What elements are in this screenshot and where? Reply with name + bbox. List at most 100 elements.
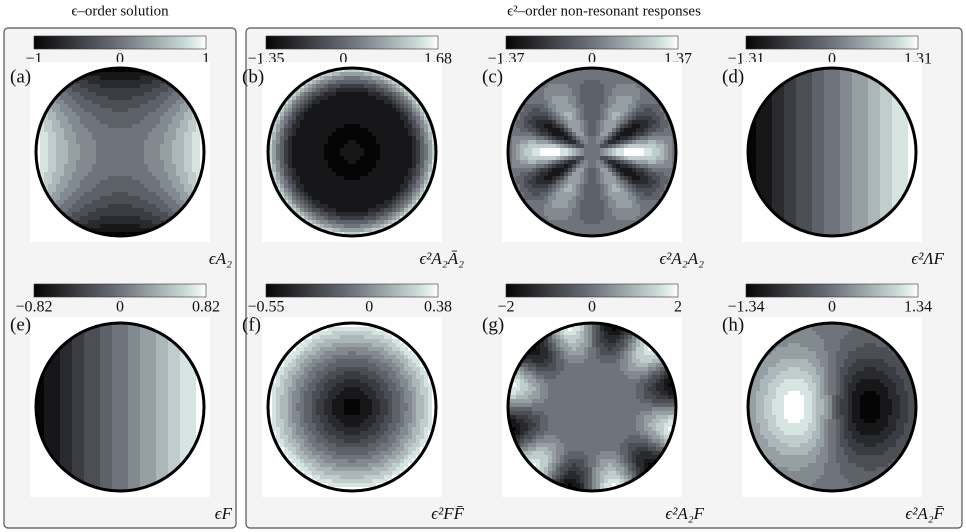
contour-cell bbox=[760, 188, 765, 193]
contour-cell bbox=[576, 116, 581, 121]
contour-cell bbox=[656, 116, 661, 121]
contour-cell bbox=[608, 172, 613, 177]
contour-cell bbox=[88, 140, 93, 145]
contour-cell bbox=[160, 168, 165, 173]
contour-cell bbox=[672, 148, 676, 153]
contour-cell bbox=[176, 196, 181, 201]
contour-cell bbox=[564, 80, 569, 85]
contour-cell bbox=[64, 128, 69, 133]
contour-cell bbox=[368, 128, 373, 133]
contour-cell bbox=[652, 104, 657, 109]
contour-cell bbox=[124, 80, 129, 85]
contour-cell bbox=[408, 208, 413, 213]
contour-cell bbox=[188, 124, 193, 129]
contour-cell bbox=[372, 156, 377, 161]
contour-cell bbox=[392, 120, 397, 125]
contour-cell bbox=[800, 156, 805, 161]
contour-cell bbox=[620, 144, 625, 149]
contour-cell bbox=[624, 156, 629, 161]
contour-cell bbox=[600, 216, 605, 221]
contour-cell bbox=[540, 204, 545, 209]
contour-cell bbox=[408, 176, 413, 181]
contour-cell bbox=[340, 188, 345, 193]
contour-cell bbox=[128, 228, 133, 233]
contour-cell bbox=[292, 104, 297, 109]
contour-cell bbox=[100, 164, 105, 169]
contour-cell bbox=[148, 220, 153, 225]
contour-cell bbox=[348, 84, 353, 89]
contour-cell bbox=[776, 192, 781, 197]
contour-cell bbox=[312, 88, 317, 93]
contour-cell bbox=[280, 160, 285, 165]
contour-cell bbox=[332, 192, 337, 197]
contour-cell bbox=[572, 200, 577, 205]
contour-cell bbox=[152, 204, 157, 209]
contour-cell bbox=[356, 180, 361, 185]
contour-cell bbox=[168, 144, 173, 149]
contour-cell bbox=[128, 152, 133, 157]
contour-cell bbox=[800, 176, 805, 181]
contour-cell bbox=[176, 168, 181, 173]
contour-cell bbox=[172, 196, 177, 201]
contour-cell bbox=[636, 172, 641, 177]
contour-cell bbox=[348, 212, 353, 217]
contour-cell bbox=[760, 168, 765, 173]
contour-cell bbox=[616, 128, 621, 133]
contour-cell bbox=[820, 80, 825, 85]
contour-cell bbox=[164, 188, 169, 193]
contour-cell bbox=[380, 172, 385, 177]
contour-cell bbox=[168, 92, 173, 97]
contour-cell bbox=[364, 96, 369, 101]
contour-cell bbox=[280, 144, 285, 149]
contour-cell bbox=[140, 72, 145, 77]
contour-cell bbox=[288, 156, 293, 161]
contour-cell bbox=[632, 84, 637, 89]
contour-cell bbox=[564, 160, 569, 165]
contour-cell bbox=[144, 228, 149, 233]
contour-cell bbox=[60, 192, 65, 197]
contour-cell bbox=[612, 80, 617, 85]
contour-cell bbox=[624, 116, 629, 121]
contour-cell bbox=[420, 144, 425, 149]
contour-cell bbox=[176, 96, 181, 101]
contour-cell bbox=[636, 168, 641, 173]
contour-cell bbox=[604, 216, 609, 221]
contour-cell bbox=[76, 136, 81, 141]
contour-cell bbox=[796, 188, 801, 193]
contour-cell bbox=[96, 88, 101, 93]
contour-cell bbox=[116, 152, 121, 157]
contour-cell bbox=[628, 152, 633, 157]
contour-cell bbox=[572, 88, 577, 93]
contour-cell bbox=[104, 168, 109, 173]
contour-cell bbox=[396, 104, 401, 109]
contour-cell bbox=[324, 72, 329, 77]
contour-cell bbox=[88, 136, 93, 141]
contour-cell bbox=[400, 156, 405, 161]
contour-cell bbox=[80, 92, 85, 97]
contour-cell bbox=[152, 220, 157, 225]
contour-cell bbox=[816, 160, 821, 165]
contour-cell bbox=[820, 192, 825, 197]
contour-cell bbox=[356, 128, 361, 133]
contour-cell bbox=[572, 92, 577, 97]
contour-cell bbox=[628, 156, 633, 161]
contour-cell bbox=[616, 184, 621, 189]
contour-cell bbox=[608, 224, 613, 229]
contour-cell bbox=[544, 140, 549, 145]
contour-cell bbox=[632, 220, 637, 225]
contour-cell bbox=[172, 172, 177, 177]
contour-cell bbox=[580, 116, 585, 121]
contour-cell bbox=[76, 84, 81, 89]
contour-cell bbox=[136, 108, 141, 113]
contour-cell bbox=[568, 128, 573, 133]
contour-cell bbox=[656, 128, 661, 133]
contour-cell bbox=[600, 208, 605, 213]
contour-cell bbox=[592, 216, 597, 221]
contour-cell bbox=[344, 128, 349, 133]
contour-cell bbox=[384, 88, 389, 93]
contour-cell bbox=[148, 180, 153, 185]
contour-cell bbox=[628, 196, 633, 201]
contour-cell bbox=[368, 168, 373, 173]
contour-cell bbox=[308, 200, 313, 205]
contour-cell bbox=[780, 124, 785, 129]
